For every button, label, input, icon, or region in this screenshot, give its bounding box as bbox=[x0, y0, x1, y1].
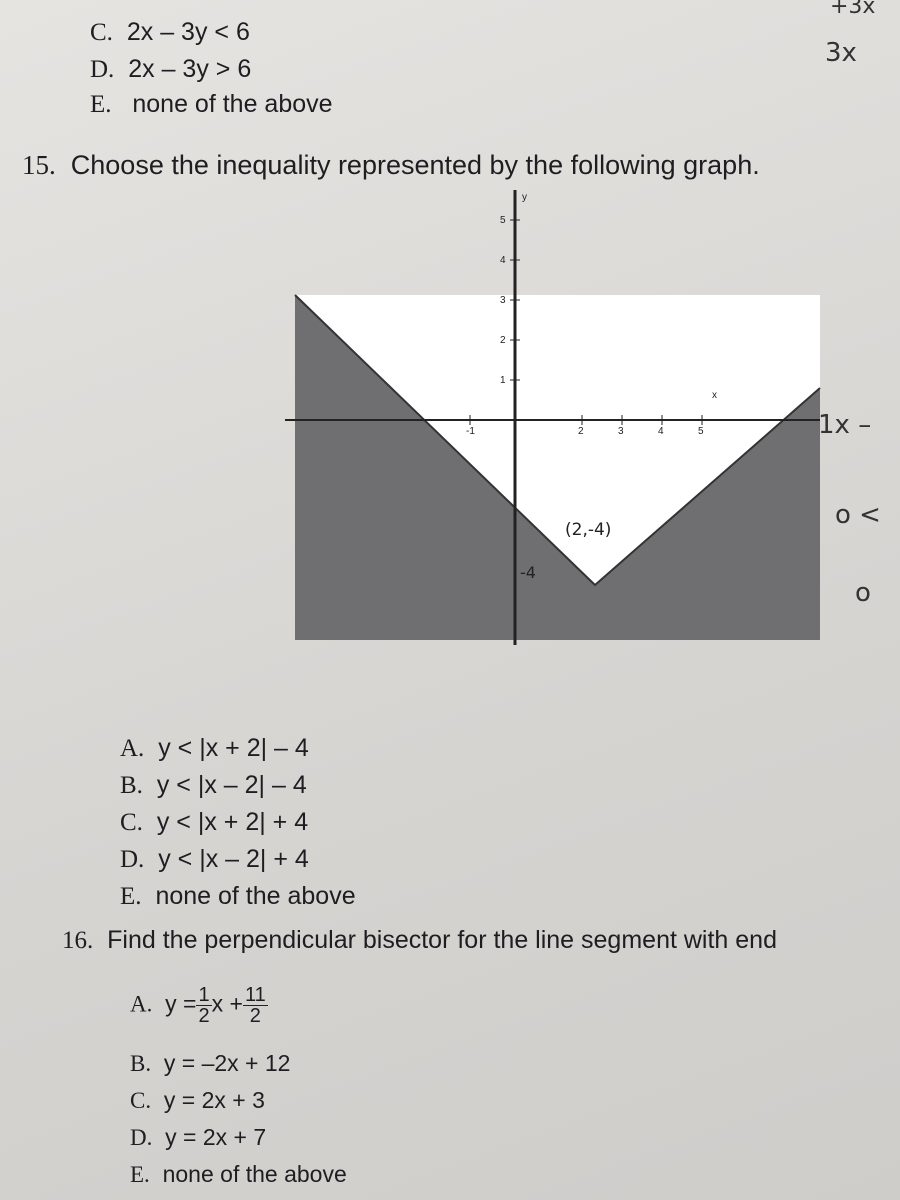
choice: A. y < |x + 2| – 4 bbox=[120, 734, 309, 763]
handwriting: 1x – bbox=[818, 410, 872, 440]
axis-label: x bbox=[712, 390, 717, 401]
letter: B. bbox=[130, 1051, 152, 1076]
question: 15. Choose the inequality represented by… bbox=[22, 150, 760, 181]
tick-label: 4 bbox=[658, 426, 664, 437]
choice: B. y = –2x + 12 bbox=[130, 1050, 290, 1077]
numerator: 1 bbox=[196, 984, 212, 1006]
choice-text: y < |x + 2| + 4 bbox=[156, 808, 309, 836]
choice: B. y < |x – 2| – 4 bbox=[120, 771, 307, 800]
handwriting: +3x bbox=[830, 0, 876, 19]
choice-text: y = 2x + 7 bbox=[165, 1124, 267, 1150]
letter: A. bbox=[120, 735, 145, 762]
choice: D. y < |x – 2| + 4 bbox=[120, 845, 309, 874]
question-number: 16. bbox=[62, 927, 94, 954]
choice-text: y < |x – 2| – 4 bbox=[156, 771, 307, 799]
fraction: 11 2 bbox=[242, 984, 268, 1027]
choice: E. none of the above bbox=[90, 90, 333, 119]
letter: C. bbox=[90, 19, 113, 46]
choice-text: x + bbox=[211, 990, 243, 1017]
tick-label: 5 bbox=[698, 426, 704, 437]
choice: C. y < |x + 2| + 4 bbox=[120, 808, 308, 837]
choice-text: y < |x – 2| + 4 bbox=[158, 845, 309, 873]
boundary bbox=[294, 294, 821, 587]
question-text: Find the perpendicular bisector for the … bbox=[107, 926, 777, 954]
graph: y x 1 2 3 4 5 -1 2 3 4 5 (2,-4) -4 bbox=[285, 190, 821, 645]
choice: D. y = 2x + 7 bbox=[130, 1124, 266, 1151]
letter: E. bbox=[130, 1162, 150, 1187]
denominator: 2 bbox=[198, 1005, 210, 1027]
tick-label: -1 bbox=[466, 426, 475, 437]
question: 16. Find the perpendicular bisector for … bbox=[62, 926, 777, 955]
choice: D. 2x – 3y > 6 bbox=[90, 55, 251, 84]
letter: B. bbox=[120, 772, 143, 799]
handwriting: o bbox=[855, 578, 871, 608]
shaded-region bbox=[295, 295, 820, 640]
tick-label: 2 bbox=[578, 426, 584, 437]
tick-label: 5 bbox=[500, 215, 506, 226]
letter: A. bbox=[130, 991, 153, 1017]
choice-text: 2x – 3y > 6 bbox=[128, 55, 252, 83]
letter: C. bbox=[120, 809, 143, 836]
handwriting: o < bbox=[835, 500, 881, 530]
choice-text: 2x – 3y < 6 bbox=[126, 18, 250, 46]
choice-text: y = –2x + 12 bbox=[163, 1050, 291, 1076]
choice-text: y = 2x + 3 bbox=[163, 1087, 265, 1113]
denominator: 2 bbox=[249, 1005, 261, 1027]
choice-text: y = bbox=[165, 990, 197, 1017]
tick-label: 1 bbox=[500, 375, 506, 386]
choice-text: none of the above bbox=[155, 882, 356, 910]
question-number: 15. bbox=[22, 150, 56, 180]
tick-label: 3 bbox=[500, 295, 506, 306]
letter: D. bbox=[120, 846, 145, 873]
handwritten-note: -4 bbox=[520, 563, 536, 582]
tick-label: 3 bbox=[618, 426, 624, 437]
numerator: 11 bbox=[242, 984, 268, 1006]
choice-text: none of the above bbox=[162, 1161, 347, 1187]
letter: C. bbox=[130, 1088, 152, 1113]
question-text: Choose the inequality represented by the… bbox=[70, 150, 760, 180]
axis-label: y bbox=[522, 192, 527, 203]
choice: E. none of the above bbox=[130, 1161, 347, 1188]
letter: D. bbox=[130, 1125, 153, 1150]
handwritten-note: (2,-4) bbox=[565, 520, 611, 540]
choice-text: y < |x + 2| – 4 bbox=[158, 734, 309, 762]
letter: D. bbox=[90, 56, 115, 83]
choice-text: none of the above bbox=[132, 90, 333, 118]
letter: E. bbox=[90, 91, 112, 118]
choice: C. 2x – 3y < 6 bbox=[90, 18, 250, 47]
tick-label: 2 bbox=[500, 335, 506, 346]
choice: A. y = 1 2 x +11 2 bbox=[130, 985, 268, 1026]
choice: C. y = 2x + 3 bbox=[130, 1087, 265, 1114]
letter: E. bbox=[120, 883, 142, 910]
tick-label: 4 bbox=[500, 255, 506, 266]
choice: E. none of the above bbox=[120, 882, 356, 911]
handwriting: 3x bbox=[825, 38, 857, 68]
